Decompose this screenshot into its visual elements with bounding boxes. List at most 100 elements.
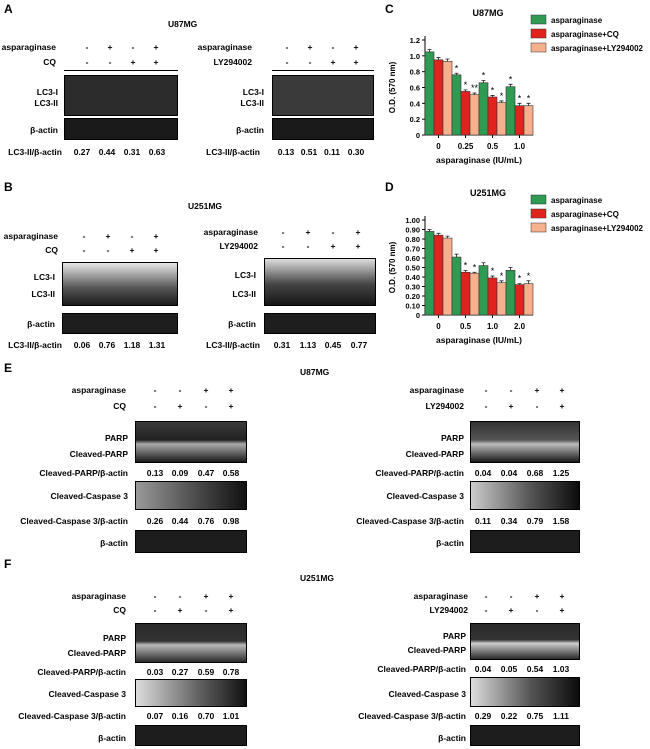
- ratio-value: 0.98: [222, 516, 240, 526]
- band-label-parp: PARP: [103, 633, 126, 643]
- significance-mark: *: [518, 93, 522, 103]
- ly294002-label: LY294002: [219, 241, 258, 251]
- ratio-value: 0.29: [474, 711, 492, 721]
- bar: [514, 284, 525, 316]
- x-tick-label: 1.0: [514, 142, 526, 151]
- ratio-label: Cleaved-Caspase 3/β-actin: [358, 711, 466, 721]
- error-bar: [499, 280, 504, 283]
- western-blot-actin: [135, 725, 247, 746]
- ratio-value: 0.76: [98, 340, 116, 350]
- legend-label: asparaginase+CQ: [551, 30, 619, 39]
- y-tick-label: 0.50: [405, 264, 420, 273]
- treatment-sign: +: [228, 605, 234, 615]
- treatment-sign: -: [535, 605, 539, 615]
- ratio-value: 0.77: [350, 340, 368, 350]
- ratio-value: 0.27: [171, 667, 189, 677]
- y-tick-label: 0.80: [405, 235, 420, 244]
- ratio-value: 0.11: [474, 516, 492, 526]
- cq-label: CQ: [113, 605, 126, 615]
- bar-chart-u87mg: U87MG 0 0.2 0.4 0.6 0.8 1.0 1.2 O.D. (570 nm) 0 0.…: [388, 8, 644, 165]
- band-label-lc3ii: LC3-II: [31, 289, 55, 299]
- band-label-cleaved-parp: Cleaved-PARP: [405, 449, 464, 459]
- legend-label: asparaginase+CQ: [551, 210, 619, 219]
- treatment-sign: +: [153, 42, 159, 52]
- y-tick-label: 1.0: [410, 52, 420, 61]
- error-bar: [517, 102, 522, 106]
- western-blot-actin: [64, 118, 178, 140]
- band-label-lc3ii: LC3-II: [34, 98, 58, 108]
- treatment-sign: +: [153, 231, 159, 241]
- ratio-label: Cleaved-Caspase 3/β-actin: [18, 711, 126, 721]
- ly294002-label: LY294002: [429, 605, 468, 615]
- treatment-sign: -: [509, 591, 513, 601]
- ratio-label: Cleaved-PARP/β-actin: [377, 664, 466, 674]
- error-bar: [526, 280, 531, 284]
- treatment-sign: -: [153, 385, 157, 395]
- error-bar: [490, 275, 495, 278]
- ratio-value: 0.58: [222, 468, 240, 478]
- y-tick-label: 0.8: [410, 68, 420, 77]
- error-bar: [463, 89, 468, 92]
- treatment-sign: -: [484, 401, 488, 411]
- treatment-sign: +: [508, 605, 514, 615]
- band-label-actin: β-actin: [438, 733, 466, 743]
- asparaginase-label: asparaginase: [203, 227, 258, 237]
- ratio-value: 0.47: [197, 468, 215, 478]
- panel-label-e: E: [4, 361, 13, 375]
- band-label-cleaved-caspase-3: Cleaved-Caspase 3: [386, 491, 465, 501]
- y-tick-label: 1.00: [405, 216, 420, 225]
- x-tick-label: 0: [436, 322, 441, 331]
- ratio-value: 0.75: [526, 711, 544, 721]
- treatment-sign: -: [509, 385, 513, 395]
- significance-mark: *: [500, 91, 504, 101]
- treatment-sign: +: [153, 57, 159, 67]
- ratio-value: 1.13: [299, 340, 317, 350]
- error-bar: [427, 49, 432, 52]
- y-tick-label: 0.40: [405, 273, 420, 282]
- significance-mark: **: [471, 83, 479, 93]
- treatment-sign: -: [285, 42, 289, 52]
- ratio-value: 0.03: [146, 667, 164, 677]
- treatment-sign: +: [534, 385, 540, 395]
- treatment-sign: +: [355, 241, 361, 251]
- bar: [460, 91, 471, 136]
- y-tick-label: 0: [416, 311, 420, 320]
- ly294002-label: LY294002: [425, 401, 464, 411]
- error-bar: [436, 57, 441, 60]
- bar: [442, 61, 453, 136]
- error-bar: [508, 267, 513, 271]
- western-blot-parp: [135, 623, 247, 663]
- treatment-sign: +: [559, 605, 565, 615]
- treatment-sign: -: [153, 401, 157, 411]
- ratio-value: 1.31: [148, 340, 166, 350]
- treatment-sign: -: [108, 57, 112, 67]
- error-bar: [481, 79, 486, 83]
- y-axis-label: O.D. (570 nm): [388, 241, 397, 293]
- ratio-label: LC3-II/β-actin: [8, 147, 62, 157]
- panel-label-d: D: [385, 180, 394, 194]
- x-axis-label: asparaginase (IU/mL): [436, 155, 522, 165]
- treatment-sign: -: [331, 42, 335, 52]
- treatment-sign: +: [203, 385, 209, 395]
- treatment-sign: -: [281, 227, 285, 237]
- error-bar: [508, 83, 513, 87]
- legend-label: asparaginase+LY294002: [551, 224, 644, 233]
- bar: [487, 277, 498, 316]
- x-tick-label: 0: [436, 142, 441, 151]
- x-tick-label: 2.0: [514, 322, 526, 331]
- band-label-parp: PARP: [441, 433, 464, 443]
- bar-chart-u251mg: U251MG00.100.200.300.400.500.600.700.800…: [388, 188, 644, 345]
- ratio-value: 0.44: [98, 147, 116, 157]
- treatment-sign: +: [203, 591, 209, 601]
- cell-line-title: U251MG: [188, 201, 223, 211]
- error-bar: [427, 229, 432, 232]
- treatment-sign: +: [330, 57, 336, 67]
- band-label-lc3i: LC3-I: [36, 87, 58, 97]
- ratio-value: 0.13: [146, 468, 164, 478]
- western-blot-parp: [135, 421, 247, 463]
- ratio-value: 0.59: [197, 667, 215, 677]
- treatment-sign: -: [130, 231, 134, 241]
- western-blot-lc3: [62, 262, 178, 306]
- treatment-sign: -: [306, 241, 310, 251]
- y-tick-label: 0.10: [405, 302, 420, 311]
